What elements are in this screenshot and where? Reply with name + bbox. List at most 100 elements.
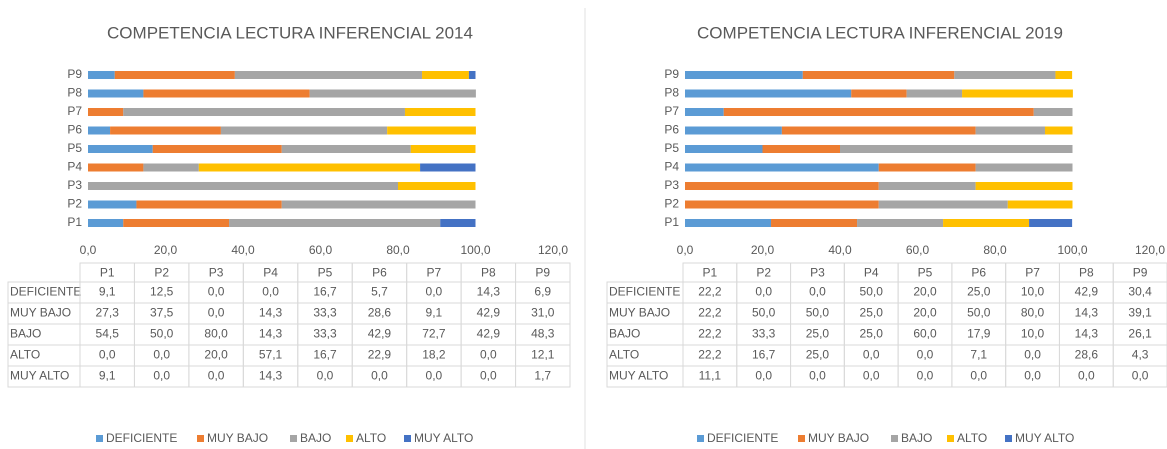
bar-segment: [440, 219, 476, 227]
table-value: 0,0: [480, 348, 497, 362]
table-value: 9,1: [99, 369, 116, 383]
table-value: 9,1: [99, 285, 116, 299]
x-tick-label: 80,0: [386, 243, 410, 257]
table-value: 28,6: [1075, 348, 1099, 362]
table-header: P9: [1133, 266, 1148, 280]
bar-segment: [88, 108, 124, 116]
bar-segment: [781, 126, 976, 135]
bar-segment: [468, 71, 476, 79]
y-tick-label: P2: [67, 197, 82, 211]
chart-title: COMPETENCIA LECTURA INFERENCIAL 2014: [107, 23, 473, 42]
bar-segment: [143, 89, 310, 98]
table-value: 14,3: [477, 285, 501, 299]
x-tick-label: 100,0: [1057, 243, 1087, 257]
bar-segment: [1033, 108, 1073, 116]
table-value: 12,5: [150, 285, 174, 299]
legend-swatch: [404, 435, 411, 442]
table-value: 33,3: [313, 306, 337, 320]
bar-segment: [410, 145, 476, 153]
table-value: 28,6: [368, 306, 392, 320]
bar-segment: [123, 108, 405, 116]
legend-swatch: [697, 435, 704, 442]
x-tick-label: 120,0: [538, 243, 568, 257]
table-value: 30,4: [1128, 285, 1152, 299]
bar-segment: [88, 89, 144, 98]
bar-segment: [723, 108, 1034, 116]
table-value: 50,0: [860, 285, 884, 299]
y-tick-label: P7: [67, 104, 82, 118]
table-value: 14,3: [1075, 306, 1099, 320]
table-value: 14,3: [259, 369, 283, 383]
bar-segment: [143, 163, 199, 172]
table-row-label: MUY ALTO: [10, 369, 69, 383]
table-row-label: BAJO: [609, 327, 640, 341]
x-tick-label: 20,0: [751, 243, 775, 257]
table-value: 14,3: [1075, 327, 1099, 341]
x-tick-label: 0,0: [677, 243, 694, 257]
table-value: 0,0: [755, 369, 772, 383]
table-value: 25,0: [860, 306, 884, 320]
table-value: 26,1: [1128, 327, 1152, 341]
table-value: 50,0: [150, 327, 174, 341]
bar-segment: [685, 71, 803, 79]
table-value: 0,0: [970, 369, 987, 383]
table-value: 0,0: [755, 285, 772, 299]
legend-swatch: [346, 435, 353, 442]
y-tick-label: P4: [664, 160, 679, 174]
y-tick-label: P9: [67, 67, 82, 81]
table-value: 0,0: [426, 285, 443, 299]
table-value: 0,0: [371, 369, 388, 383]
bar-segment: [840, 145, 1073, 153]
y-tick-label: P1: [67, 215, 82, 229]
y-tick-label: P8: [67, 86, 82, 100]
x-tick-label: 80,0: [983, 243, 1007, 257]
bar-segment: [420, 163, 476, 172]
bar-segment: [975, 182, 1073, 190]
bar-segment: [685, 126, 782, 135]
bar-segment: [878, 163, 976, 172]
table-header: P6: [372, 266, 387, 280]
legend-label: DEFICIENTE: [106, 431, 177, 445]
bar-segment: [110, 126, 221, 135]
table-value: 5,7: [371, 285, 388, 299]
bar-segment: [771, 219, 858, 227]
table-value: 60,0: [913, 327, 937, 341]
y-tick-label: P3: [664, 178, 679, 192]
y-tick-label: P7: [664, 104, 679, 118]
table-value: 80,0: [204, 327, 228, 341]
table-value: 0,0: [99, 348, 116, 362]
table-value: 25,0: [967, 285, 991, 299]
y-tick-label: P9: [664, 67, 679, 81]
y-tick-label: P6: [664, 123, 679, 137]
table-header: P4: [864, 266, 879, 280]
x-tick-label: 60,0: [906, 243, 930, 257]
table-value: 4,3: [1132, 348, 1149, 362]
x-tick-label: 100,0: [460, 243, 490, 257]
table-value: 31,0: [531, 306, 555, 320]
table-value: 0,0: [1024, 348, 1041, 362]
x-tick-label: 40,0: [231, 243, 255, 257]
bar-segment: [152, 145, 282, 153]
table-value: 0,0: [208, 369, 225, 383]
table-value: 20,0: [204, 348, 228, 362]
table-value: 0,0: [153, 348, 170, 362]
table-value: 50,0: [752, 306, 776, 320]
table-row-label: MUY ALTO: [609, 369, 668, 383]
table-value: 20,0: [913, 285, 937, 299]
table-header: P6: [971, 266, 986, 280]
bar-segment: [88, 182, 398, 190]
table-header: P7: [1025, 266, 1040, 280]
table-header: P7: [427, 266, 442, 280]
table-value: 0,0: [863, 348, 880, 362]
bar-segment: [685, 182, 879, 190]
table-row-label: MUY BAJO: [609, 306, 670, 320]
legend-label: ALTO: [356, 431, 386, 445]
bar-segment: [398, 182, 476, 190]
table-value: 0,0: [480, 369, 497, 383]
table-value: 22,2: [698, 348, 722, 362]
legend-label: BAJO: [901, 431, 932, 445]
bar-segment: [975, 126, 1045, 135]
table-value: 50,0: [967, 306, 991, 320]
bar-segment: [88, 219, 124, 227]
